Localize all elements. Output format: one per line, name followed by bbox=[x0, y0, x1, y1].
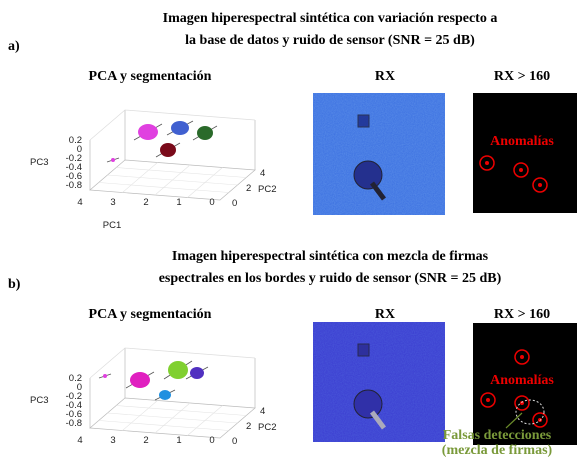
cluster bbox=[111, 158, 115, 162]
pc1-label: PC1 bbox=[103, 220, 121, 231]
anomaly-dot bbox=[519, 168, 523, 172]
rx-target bbox=[358, 115, 369, 127]
pca-title: PCA y segmentación bbox=[89, 69, 212, 84]
grid-line bbox=[155, 403, 190, 433]
pc1-tick-label: 1 bbox=[176, 435, 181, 446]
pc3-label: PC3 bbox=[30, 157, 48, 168]
panel-label: a) bbox=[8, 39, 20, 54]
cluster bbox=[168, 361, 188, 379]
rx-threshold-title: RX > 160 bbox=[494, 69, 550, 84]
anomaly-label: Anomalías bbox=[490, 373, 554, 388]
anomaly-dot bbox=[485, 161, 489, 165]
pc3-tick-label: -0.8 bbox=[66, 418, 82, 429]
cluster bbox=[171, 121, 189, 135]
cluster bbox=[190, 367, 204, 379]
pc2-label: PC2 bbox=[258, 184, 276, 195]
grid-line bbox=[188, 168, 223, 198]
anomaly-dot bbox=[520, 355, 524, 359]
pc1-tick-label: 1 bbox=[176, 197, 181, 208]
pc3-label: PC3 bbox=[30, 395, 48, 406]
rx-target bbox=[354, 161, 382, 189]
panel-title: espectrales en los bordes y ruido de sen… bbox=[159, 271, 502, 286]
grid-line bbox=[116, 168, 246, 178]
rx-title: RX bbox=[375, 69, 395, 84]
cluster bbox=[197, 126, 213, 140]
panel-title: Imagen hiperespectral sintética con mezc… bbox=[172, 249, 489, 264]
rx-target bbox=[358, 344, 369, 356]
anomaly-dot bbox=[538, 183, 542, 187]
cluster bbox=[160, 143, 176, 157]
anomaly-label: Anomalías bbox=[490, 134, 554, 149]
pc1-tick-label: 3 bbox=[110, 197, 115, 208]
pc2-tick-label: 4 bbox=[260, 168, 265, 179]
anomaly-dot bbox=[486, 398, 490, 402]
panel-title: Imagen hiperespectral sintética con vari… bbox=[163, 11, 498, 26]
pc2-tick-label: 2 bbox=[246, 183, 251, 194]
figure: a) Imagen hiperespectral sintética con va… bbox=[0, 0, 582, 457]
pca-title: PCA y segmentación bbox=[89, 307, 212, 322]
grid-line bbox=[188, 406, 223, 436]
pc3-tick-label: -0.8 bbox=[66, 180, 82, 191]
rx-threshold-title: RX > 160 bbox=[494, 307, 550, 322]
pc2-label: PC2 bbox=[258, 422, 276, 433]
pc2-tick-label: 2 bbox=[246, 421, 251, 432]
pc1-tick-label: 2 bbox=[143, 197, 148, 208]
rx-threshold-image bbox=[473, 93, 577, 213]
cluster bbox=[138, 124, 158, 140]
panel-label: b) bbox=[8, 277, 21, 292]
pc1-tick-label: 0 bbox=[209, 197, 214, 208]
grid-line bbox=[116, 406, 246, 416]
pc2-tick-label: 0 bbox=[232, 198, 237, 209]
pc1-tick-label: 3 bbox=[110, 435, 115, 446]
panel-title: la base de datos y ruido de sensor (SNR … bbox=[185, 33, 475, 48]
cluster bbox=[103, 374, 107, 378]
pc2-tick-label: 4 bbox=[260, 406, 265, 417]
pc2-tick-label: 0 bbox=[232, 436, 237, 447]
cluster bbox=[159, 390, 171, 400]
grid-line bbox=[155, 165, 190, 195]
pc1-tick-label: 4 bbox=[77, 435, 82, 446]
rx-target bbox=[354, 390, 382, 418]
pc1-tick-label: 4 bbox=[77, 197, 82, 208]
pc1-tick-label: 0 bbox=[209, 435, 214, 446]
false-detection-label: (mezcla de firmas) bbox=[442, 443, 553, 457]
false-detection-label: Falsas detecciones bbox=[443, 428, 552, 443]
rx-noise bbox=[313, 93, 445, 215]
cluster bbox=[130, 372, 150, 388]
rx-title: RX bbox=[375, 307, 395, 322]
pc1-tick-label: 2 bbox=[143, 435, 148, 446]
